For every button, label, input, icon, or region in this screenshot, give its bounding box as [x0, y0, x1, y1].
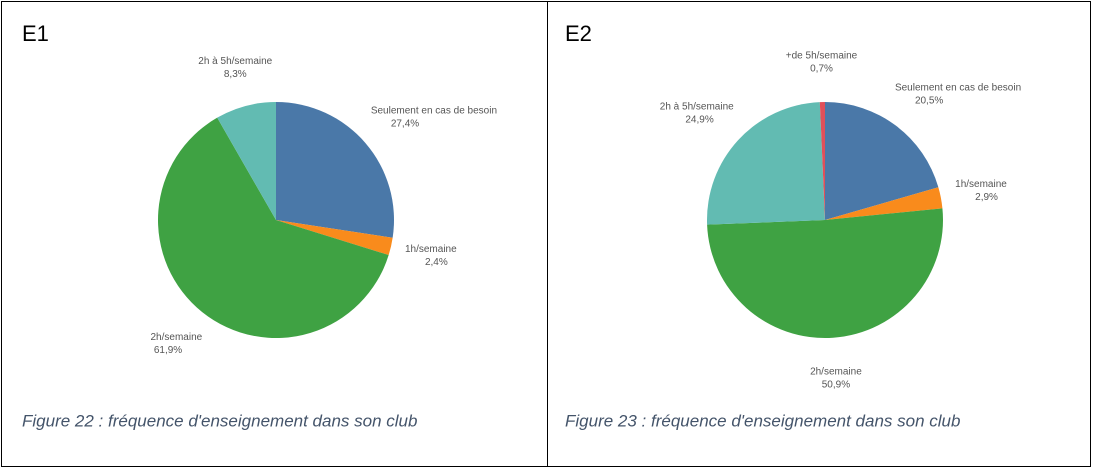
pie-slice: [825, 102, 939, 220]
cell-label: E1: [22, 21, 49, 46]
slice-label: Seulement en cas de besoin: [371, 106, 497, 117]
slice-label: 1h/semaine: [955, 179, 1007, 190]
slice-value-label: 50,9%: [822, 379, 850, 390]
caption: Figure 22 : fréquence d'enseignement dan…: [22, 411, 417, 430]
slice-value-label: 61,9%: [154, 345, 182, 356]
pie-slice: [276, 102, 394, 238]
cell-label: E2: [565, 21, 592, 46]
slice-label: 1h/semaine: [405, 244, 457, 255]
slice-value-label: 0,7%: [810, 64, 833, 75]
pie-slice: [819, 102, 825, 220]
pie-slice: [825, 187, 943, 220]
slice-value-label: 2,4%: [425, 257, 448, 268]
pie-slice: [217, 102, 276, 220]
slice-label: 2h à 5h/semaine: [660, 102, 734, 113]
slice-value-label: 8,3%: [224, 69, 247, 80]
slice-value-label: 20,5%: [915, 95, 943, 106]
slice-label: 2h à 5h/semaine: [198, 56, 272, 67]
slice-label: 2h/semaine: [151, 332, 203, 343]
pie-slice: [706, 102, 825, 225]
slice-value-label: 2,9%: [975, 192, 998, 203]
slice-value-label: 27,4%: [391, 119, 419, 130]
caption: Figure 23 : fréquence d'enseignement dan…: [565, 411, 960, 430]
slice-label: Seulement en cas de besoin: [895, 82, 1021, 93]
slice-value-label: 24,9%: [685, 115, 713, 126]
pie-slice: [707, 208, 943, 338]
pie-slice: [276, 220, 393, 256]
slice-label: +de 5h/semaine: [786, 51, 858, 62]
slice-label: 2h/semaine: [810, 366, 862, 377]
pie-slice: [158, 117, 389, 338]
